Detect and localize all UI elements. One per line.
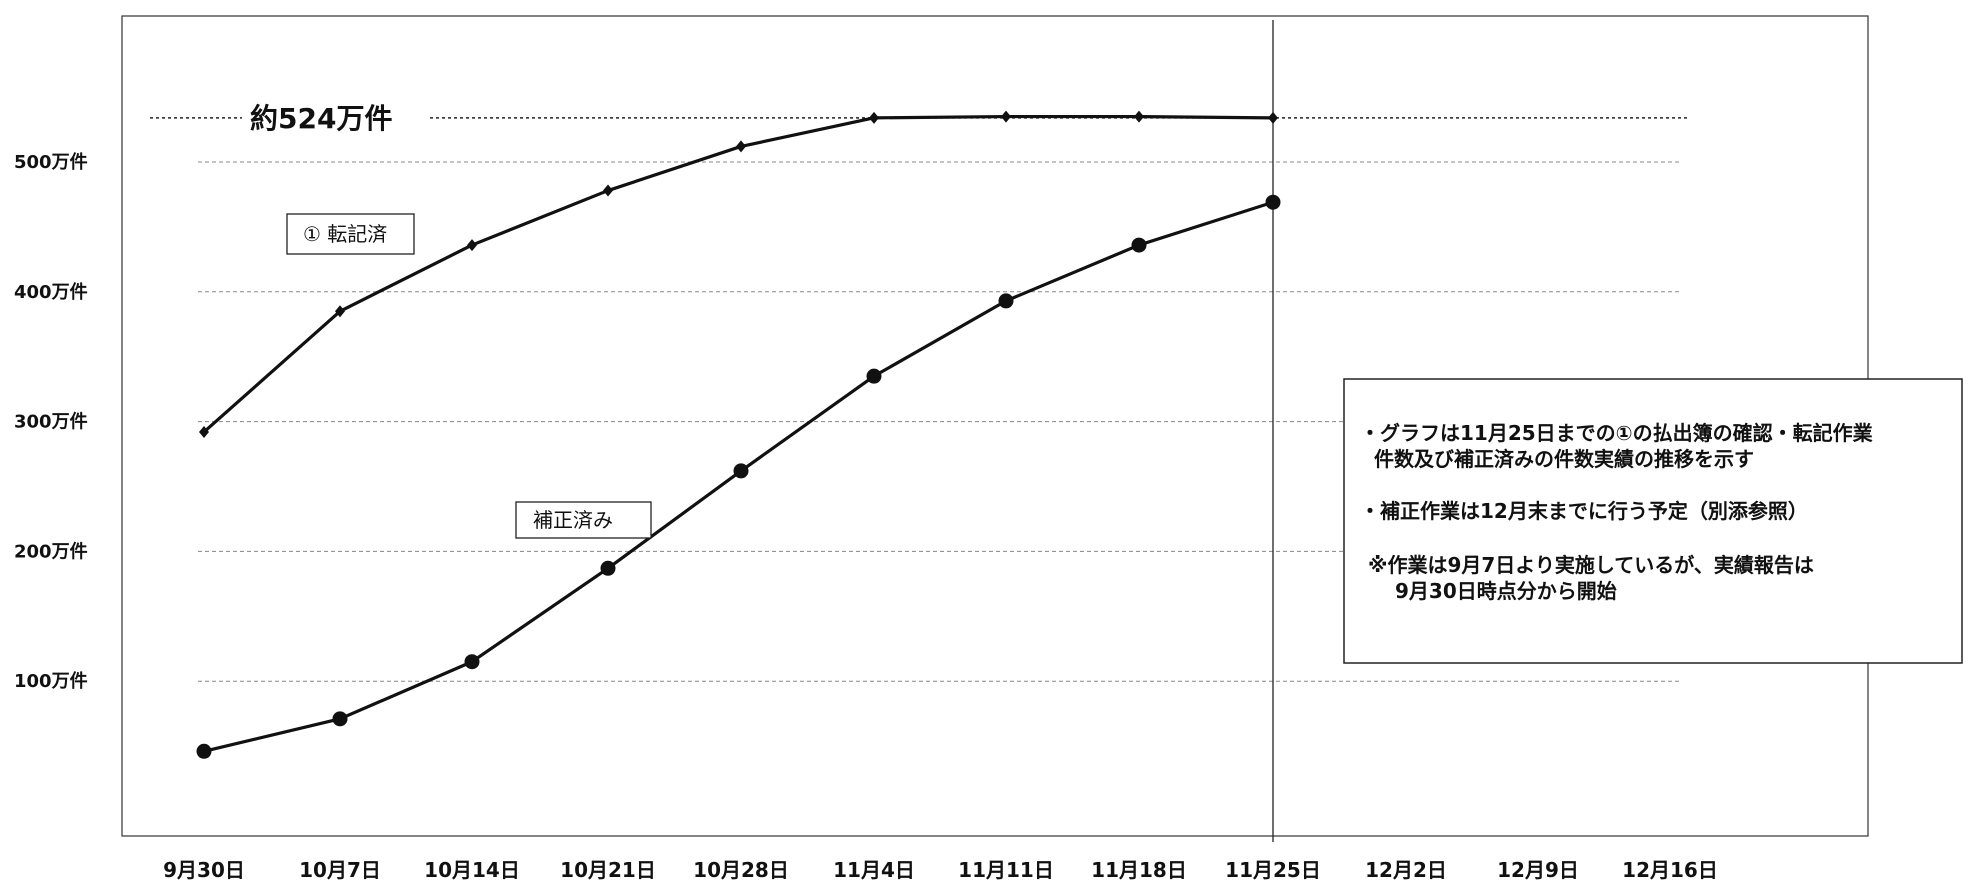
data-point-circle <box>998 293 1014 309</box>
x-tick-label: 10月14日 <box>424 858 520 882</box>
data-point-circle <box>464 654 480 670</box>
y-axis: 100万件 200万件 300万件 400万件 500万件 <box>14 151 88 692</box>
data-point-circle <box>866 368 882 384</box>
notes-box: ・グラフは11月25日までの①の払出簿の確認・転記作業件数及び補正済みの件数実績… <box>1343 378 1963 664</box>
series-line-1 <box>202 114 1274 434</box>
note-line: 件数及び補正済みの件数実績の推移を示す <box>1374 447 1754 471</box>
note-line: ※作業は9月7日より実施しているが、実績報告は <box>1368 553 1814 577</box>
x-tick-label: 12月16日 <box>1622 858 1718 882</box>
series-layer <box>196 110 1281 759</box>
data-point-diamond <box>869 111 879 124</box>
data-point-diamond <box>335 305 345 318</box>
data-point-diamond <box>1268 111 1278 124</box>
data-point-diamond <box>603 184 613 197</box>
x-tick-label: 11月11日 <box>958 858 1054 882</box>
data-point-circle <box>196 743 212 759</box>
x-tick-label: 12月9日 <box>1497 858 1579 882</box>
x-axis: 9月30日 10月7日 10月14日 10月21日 10月28日 11月4日 11月11日 1… <box>163 858 1718 882</box>
x-tick-label: 12月2日 <box>1365 858 1447 882</box>
data-point-circle <box>1265 194 1281 210</box>
x-tick-label: 11月25日 <box>1225 858 1321 882</box>
data-point-circle <box>600 560 616 576</box>
y-tick-label: 100万件 <box>14 670 88 692</box>
data-point-diamond <box>736 140 746 153</box>
note-line: ・グラフは11月25日までの①の払出簿の確認・転記作業 <box>1360 421 1874 445</box>
data-point-circle <box>332 711 348 727</box>
x-tick-label: 10月7日 <box>299 858 381 882</box>
x-tick-label: 10月28日 <box>693 858 789 882</box>
grid <box>198 161 1682 682</box>
data-point-diamond <box>1001 110 1011 123</box>
series-label: 補正済み <box>533 508 613 532</box>
note-line: ・補正作業は12月末までに行う予定（別添参照） <box>1360 499 1808 523</box>
series-label: ① 転記済 <box>303 222 387 246</box>
data-point-diamond <box>199 425 209 438</box>
x-tick-label: 9月30日 <box>163 858 245 882</box>
data-point-circle <box>733 463 749 479</box>
notes-frame <box>1343 378 1963 664</box>
note-line: 9月30日時点分から開始 <box>1395 579 1617 603</box>
x-tick-label: 11月4日 <box>833 858 915 882</box>
x-tick-label: 10月21日 <box>560 858 656 882</box>
data-point-diamond <box>467 239 477 252</box>
reference-line-label: 約524万件 <box>250 102 392 135</box>
series-label-box <box>515 501 652 539</box>
series-label-box <box>286 213 415 255</box>
y-tick-label: 300万件 <box>14 411 88 433</box>
data-point-circle <box>1131 237 1147 253</box>
y-tick-label: 400万件 <box>14 281 88 303</box>
y-tick-label: 500万件 <box>14 151 88 173</box>
x-tick-label: 11月18日 <box>1091 858 1187 882</box>
data-point-diamond <box>1134 110 1144 123</box>
y-tick-label: 200万件 <box>14 540 88 562</box>
